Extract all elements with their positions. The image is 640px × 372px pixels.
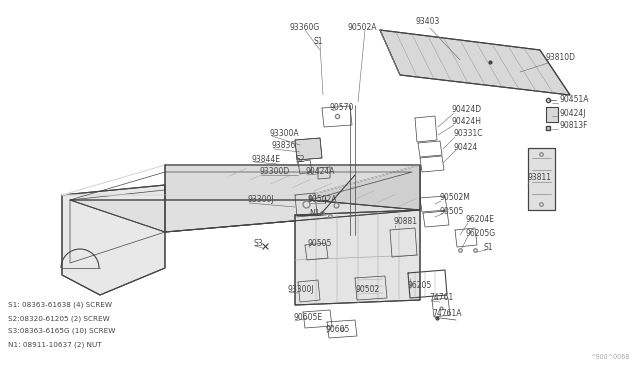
Text: 96204E: 96204E bbox=[466, 215, 495, 224]
Text: 93836: 93836 bbox=[272, 141, 296, 151]
Text: ^900^0068: ^900^0068 bbox=[591, 354, 630, 360]
Text: 90331C: 90331C bbox=[453, 129, 483, 138]
Text: 90605E: 90605E bbox=[293, 314, 322, 323]
Text: N1: 08911-10637 (2) NUT: N1: 08911-10637 (2) NUT bbox=[8, 341, 102, 347]
Text: 93810D: 93810D bbox=[546, 52, 576, 61]
Polygon shape bbox=[528, 148, 555, 210]
Text: 96205: 96205 bbox=[408, 280, 432, 289]
Polygon shape bbox=[62, 185, 165, 295]
Text: 90881: 90881 bbox=[393, 218, 417, 227]
Text: 93844E: 93844E bbox=[252, 154, 281, 164]
Polygon shape bbox=[70, 200, 420, 232]
Text: N1: N1 bbox=[309, 208, 319, 218]
Text: 93360G: 93360G bbox=[290, 23, 320, 32]
Text: S2:08320-61205 (2) SCREW: S2:08320-61205 (2) SCREW bbox=[8, 315, 109, 321]
Text: S3:08363-6165G (10) SCREW: S3:08363-6165G (10) SCREW bbox=[8, 328, 115, 334]
Polygon shape bbox=[165, 165, 420, 232]
Text: 74761A: 74761A bbox=[432, 308, 461, 317]
Text: 93300D: 93300D bbox=[259, 167, 289, 176]
Text: 90424D: 90424D bbox=[452, 106, 482, 115]
Text: S2: S2 bbox=[295, 154, 305, 164]
Text: 90424J: 90424J bbox=[560, 109, 586, 118]
Text: 90502: 90502 bbox=[355, 285, 380, 294]
Polygon shape bbox=[380, 30, 570, 95]
Text: S1: S1 bbox=[484, 243, 493, 251]
Text: 90424H: 90424H bbox=[452, 118, 482, 126]
Text: S3: S3 bbox=[253, 238, 262, 247]
Text: 90813F: 90813F bbox=[560, 122, 589, 131]
Text: 90451A: 90451A bbox=[560, 96, 589, 105]
Text: 96205G: 96205G bbox=[466, 228, 496, 237]
Text: 90502M: 90502M bbox=[439, 193, 470, 202]
Polygon shape bbox=[310, 165, 420, 210]
Text: 90505: 90505 bbox=[307, 238, 332, 247]
Text: S1: 08363-61638 (4) SCREW: S1: 08363-61638 (4) SCREW bbox=[8, 302, 112, 308]
Polygon shape bbox=[546, 107, 558, 122]
Text: 93300J: 93300J bbox=[247, 196, 274, 205]
Text: 90605: 90605 bbox=[325, 326, 349, 334]
Text: 93811: 93811 bbox=[527, 173, 551, 183]
Text: S1: S1 bbox=[313, 38, 323, 46]
Polygon shape bbox=[295, 138, 322, 160]
Text: 90424A: 90424A bbox=[305, 167, 335, 176]
Text: 93300J: 93300J bbox=[287, 285, 314, 294]
Text: 90502A: 90502A bbox=[308, 196, 337, 205]
Text: 74761: 74761 bbox=[429, 294, 453, 302]
Text: 90424: 90424 bbox=[454, 142, 478, 151]
Text: 90505: 90505 bbox=[440, 206, 465, 215]
Text: 90570: 90570 bbox=[330, 103, 355, 112]
Text: 93403: 93403 bbox=[416, 17, 440, 26]
Text: 90502A: 90502A bbox=[348, 23, 377, 32]
Polygon shape bbox=[295, 210, 420, 305]
Text: 93300A: 93300A bbox=[270, 128, 300, 138]
